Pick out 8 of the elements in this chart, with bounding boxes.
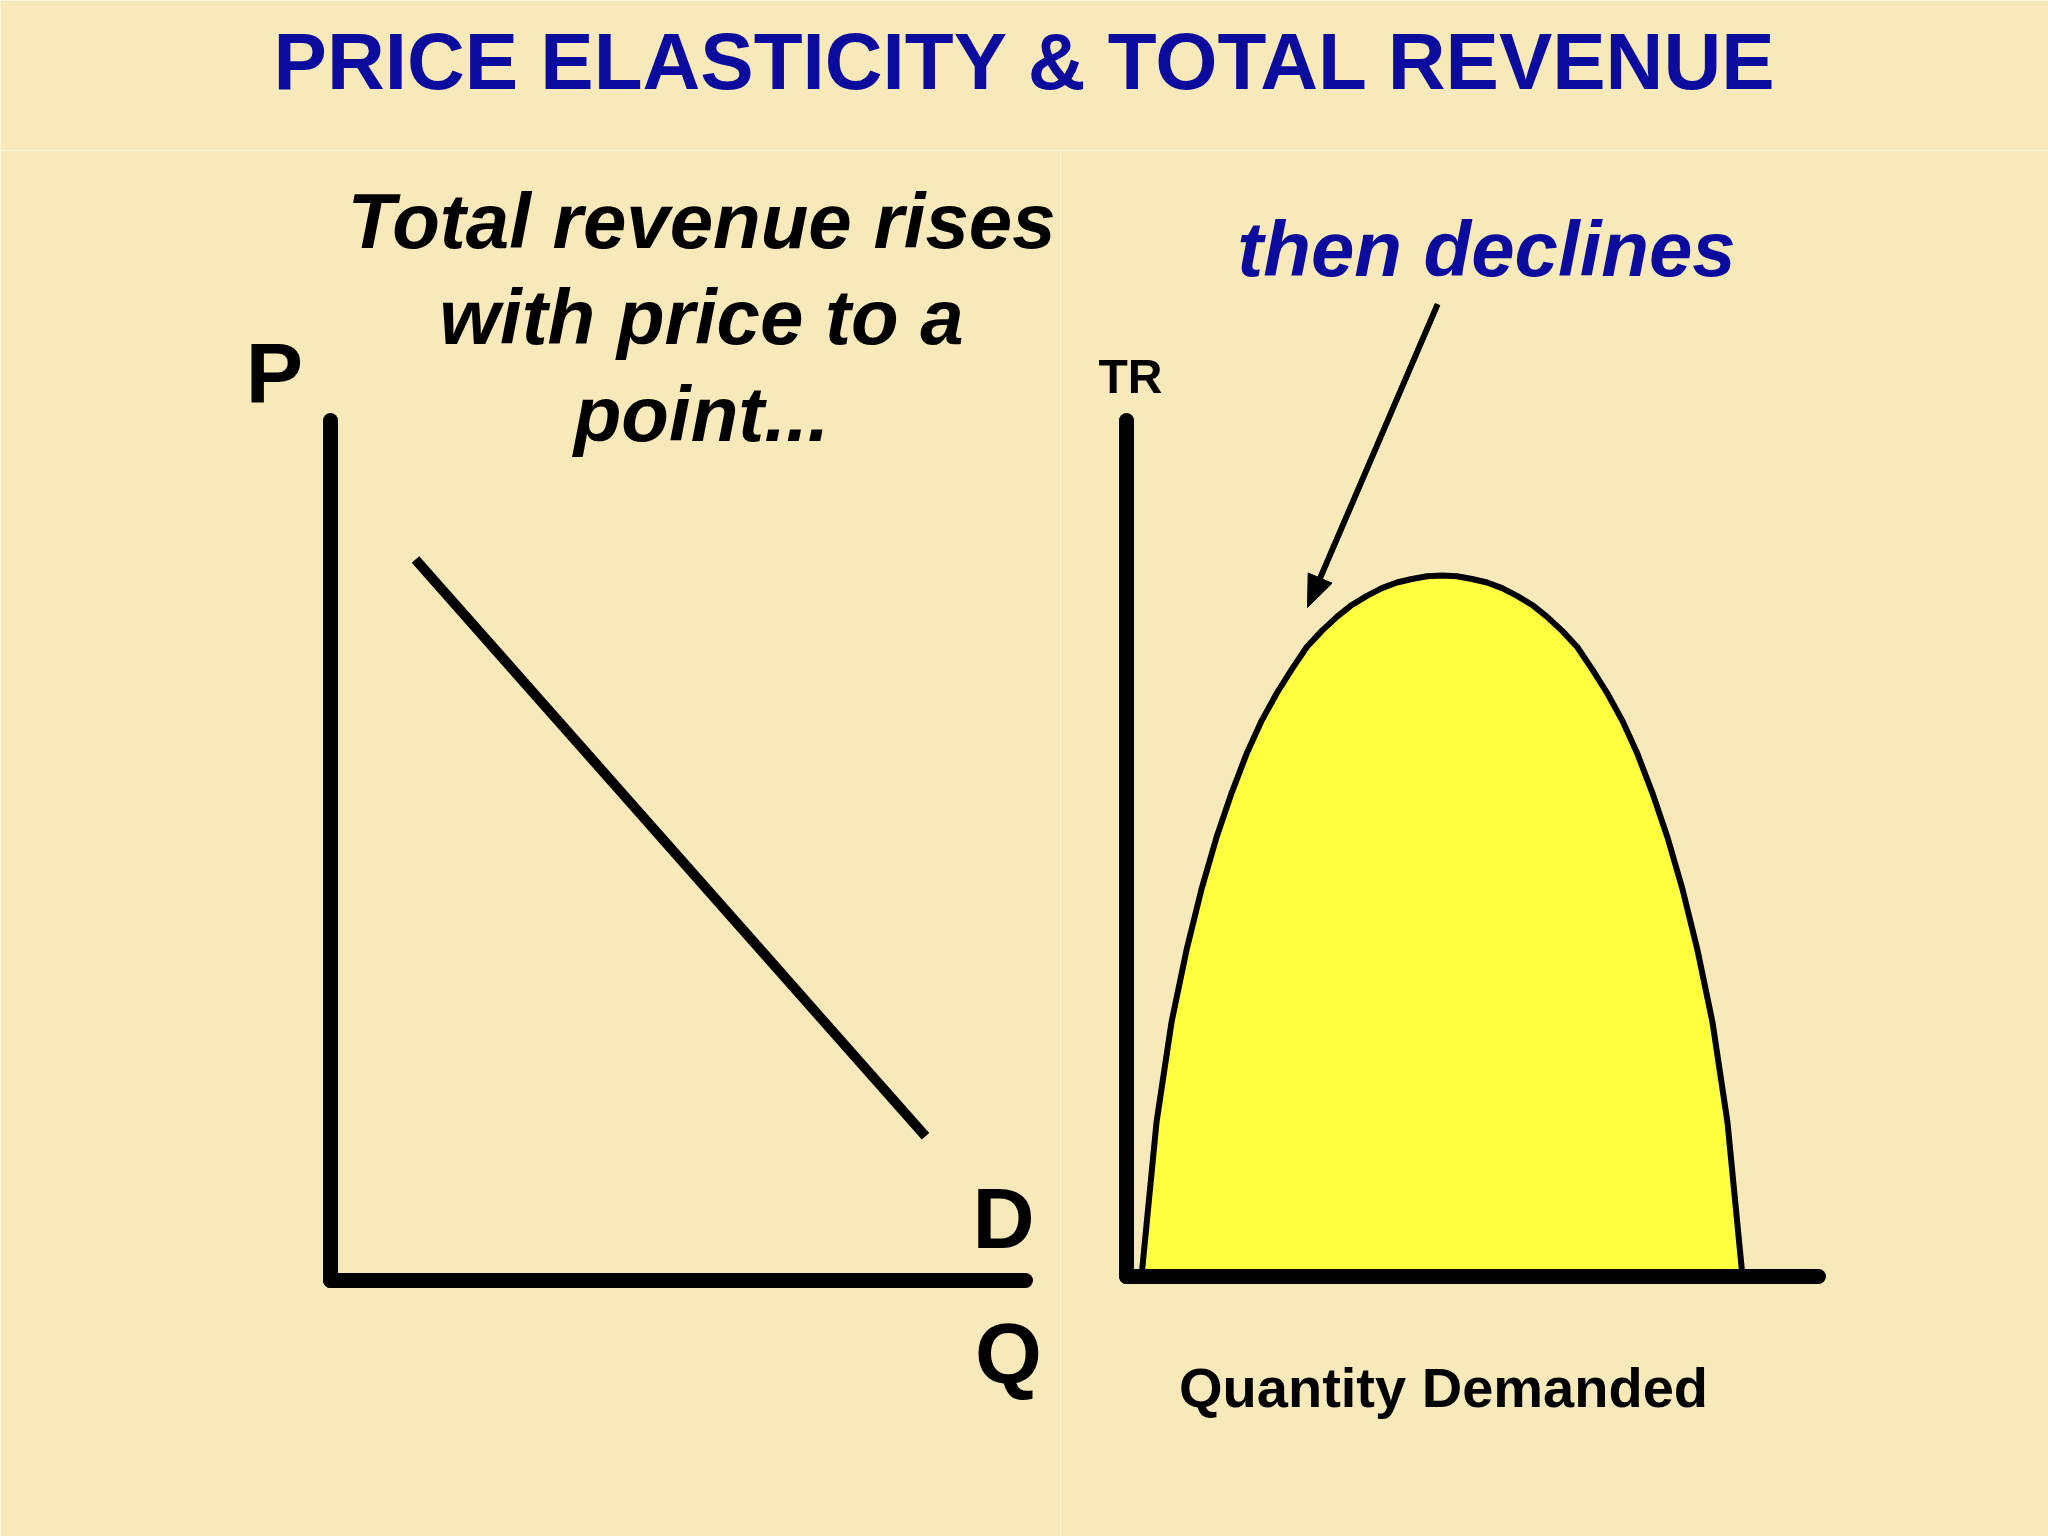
text: PRICE ELASTICITY & TOTAL REVENUE [273, 17, 1775, 106]
y-axis-title: TR [1098, 350, 1163, 403]
series-label: D [972, 1170, 1035, 1267]
x-axis-title: Q [975, 1304, 1042, 1401]
text: Total revenue rises with price to a point... [347, 176, 1056, 459]
text: then declines [1237, 204, 1736, 293]
y-axis-title: P [245, 324, 304, 421]
x-axis-title: Quantity Demanded [1179, 1356, 1708, 1419]
